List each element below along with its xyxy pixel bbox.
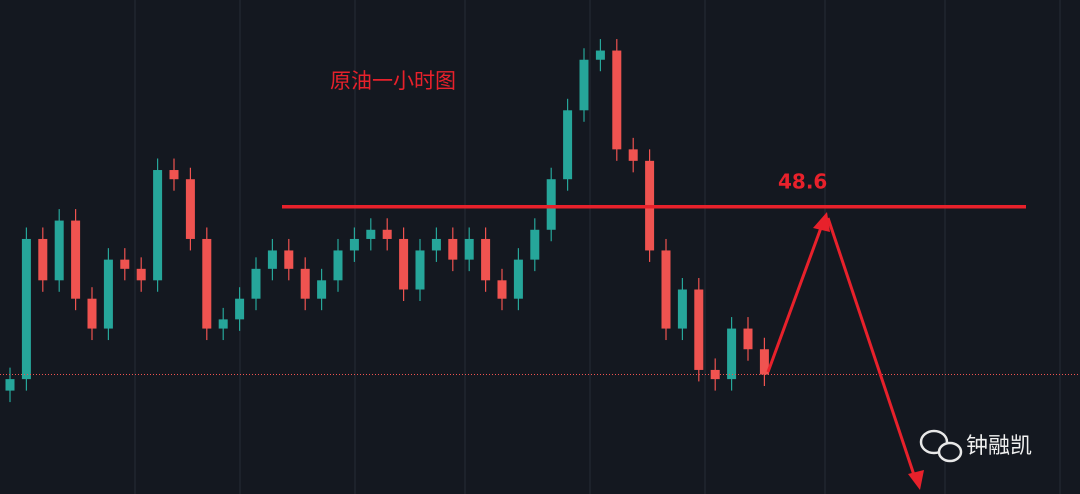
candle-body	[431, 238, 441, 251]
candle-body	[628, 149, 638, 161]
candle-body	[563, 110, 573, 180]
candle-body	[481, 238, 491, 281]
candle-body	[382, 229, 392, 239]
candle-body	[366, 229, 376, 239]
candle-body	[333, 250, 343, 281]
candle-body	[612, 50, 622, 150]
candle-body	[218, 319, 228, 329]
vertical-grid	[134, 0, 1061, 494]
candle-body	[317, 280, 327, 299]
candle-body	[120, 259, 130, 269]
candle-body	[399, 238, 409, 290]
candle-body	[661, 250, 671, 329]
candle-body	[743, 328, 753, 350]
candle-body	[579, 59, 589, 111]
candle-body	[267, 250, 277, 269]
candle-body	[202, 238, 212, 329]
candle-body	[284, 250, 294, 269]
candle-body	[87, 298, 97, 329]
candle-body	[595, 50, 605, 60]
candle-body	[530, 229, 540, 260]
candle-body	[71, 220, 81, 299]
candle-body	[153, 170, 163, 281]
candle-body	[513, 259, 523, 299]
candle-body	[21, 238, 31, 380]
candle-body	[464, 238, 474, 260]
watermark: 钟融凯	[919, 429, 1032, 463]
candle-body	[710, 369, 720, 380]
candle-body	[677, 289, 687, 329]
candle-body	[546, 179, 556, 230]
candle-body	[169, 170, 179, 180]
candle-body	[38, 238, 48, 281]
arrows	[766, 212, 924, 490]
candle-body	[694, 289, 704, 370]
candle-body	[235, 298, 245, 320]
candle-body	[759, 349, 769, 375]
level-label: 48.6	[778, 170, 827, 194]
watermark-text: 钟融凯	[966, 434, 1032, 459]
candle-body	[300, 268, 310, 299]
candle-body	[251, 268, 261, 299]
candle-body	[103, 259, 113, 329]
candle-body	[349, 238, 359, 251]
candle-body	[185, 179, 195, 239]
candle-body	[727, 328, 737, 380]
candle-body	[5, 379, 15, 391]
candle-body	[415, 250, 425, 290]
candle-body	[497, 280, 507, 299]
candle-body	[54, 220, 64, 281]
candles	[0, 39, 1080, 403]
candle-body	[448, 238, 458, 260]
chart-title: 原油一小时图	[330, 69, 456, 93]
candle-body	[136, 268, 146, 281]
